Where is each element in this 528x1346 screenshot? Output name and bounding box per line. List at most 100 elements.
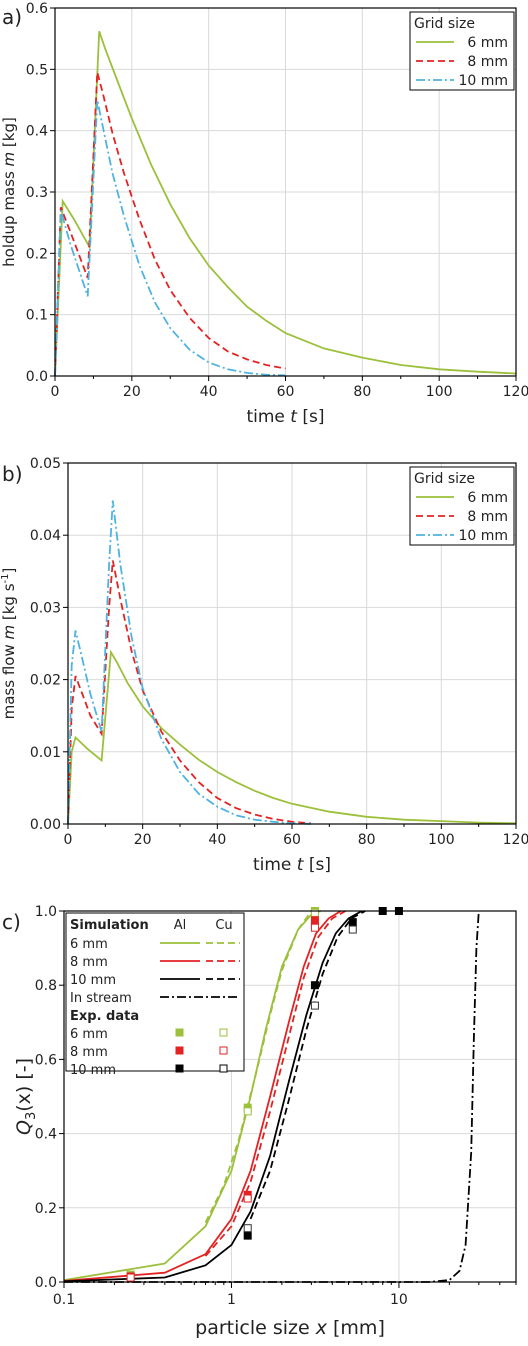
data-point xyxy=(310,1001,319,1010)
y-tick-label: 1.0 xyxy=(35,904,57,920)
legend-title: Grid size xyxy=(414,471,475,487)
legend-label: In stream xyxy=(70,991,132,1006)
legend-marker-open xyxy=(219,1064,228,1073)
y-tick-label: 0.2 xyxy=(26,246,48,262)
x-tick-label: 80 xyxy=(358,832,376,848)
x-tick-label: 120 xyxy=(503,832,528,848)
series-line-6-mm-cu xyxy=(204,910,313,1223)
ticks: 0.1 1 10 0.0 0.2 0.4 0.6 0.8 1.0 xyxy=(35,904,517,1308)
y-tick-label: 0.0 xyxy=(26,369,48,385)
data-point xyxy=(243,1224,252,1233)
y-tick-label: 0.05 xyxy=(30,456,61,472)
legend-label: 6 mm xyxy=(70,937,108,952)
legend-label: 6 mm xyxy=(467,490,508,506)
legend-label: 8 mm xyxy=(467,54,508,70)
panel-label: b) xyxy=(2,462,23,486)
panel-label: c) xyxy=(2,910,21,934)
x-axis-label: time t [s] xyxy=(246,407,324,427)
x-tick-label: 40 xyxy=(200,384,218,400)
legend-label: 8 mm xyxy=(70,1045,108,1060)
y-tick-label: 0.4 xyxy=(26,124,48,140)
legend-marker-filled xyxy=(175,1046,184,1055)
legend-marker-filled xyxy=(175,1028,184,1037)
series-line-6-mm xyxy=(67,649,517,825)
x-tick-label: 60 xyxy=(277,384,295,400)
legend-label: 10 mm xyxy=(70,1063,116,1078)
data-point xyxy=(310,923,319,932)
legend-header: Simulation xyxy=(70,918,149,933)
y-axis-label: holdup mass m [kg] xyxy=(0,117,18,267)
x-axis-label: particle size x [mm] xyxy=(195,1317,385,1339)
y-tick-label: 0.6 xyxy=(26,1,48,17)
panel-label: a) xyxy=(2,5,22,29)
legend-label: 6 mm xyxy=(70,1027,108,1042)
x-axis-label: time t [s] xyxy=(253,855,331,875)
axes-frame xyxy=(63,910,517,1283)
panel-c: 0.1 1 10 0.0 0.2 0.4 0.6 0.8 1.0 c) particle size … xyxy=(2,904,517,1339)
data-point xyxy=(243,1231,252,1240)
x-tick-label: 80 xyxy=(353,384,371,400)
x-tick-label: 0.1 xyxy=(53,1292,75,1308)
legend-label: 10 mm xyxy=(70,973,116,988)
x-tick-label: 0 xyxy=(51,384,60,400)
legend-title: Grid size xyxy=(414,16,475,32)
data-point xyxy=(348,918,357,927)
y-tick-label: 0.02 xyxy=(30,673,61,689)
legend-marker-open xyxy=(219,1028,228,1037)
legend-header-cu: Cu xyxy=(215,918,232,933)
y-tick-label: 0.6 xyxy=(35,1052,57,1068)
legend-label: 10 mm xyxy=(458,73,508,89)
y-tick-label: 0.03 xyxy=(30,600,61,616)
x-tick-label: 0 xyxy=(64,832,73,848)
legend-label: 10 mm xyxy=(458,528,508,544)
panel-b: 0 20 40 60 80 100 120 0.00 0.01 0.02 0.03 0.04 0.05 b… xyxy=(0,456,528,875)
legend: Grid size 6 mm 8 mm 10 mm xyxy=(409,466,515,546)
x-tick-label: 1 xyxy=(227,1292,236,1308)
y-axis-label: mass flow m [kg s-1] xyxy=(0,568,18,720)
series-line-8-mm-cu xyxy=(204,910,347,1257)
ticks: 0 20 40 60 80 100 120 0.0 0.1 0.2 0.3 0.4 0.5 0.6 xyxy=(26,1,528,400)
x-tick-label: 120 xyxy=(503,384,528,400)
x-tick-label: 20 xyxy=(123,384,141,400)
series-line-10-mm xyxy=(54,99,286,377)
legend-box xyxy=(409,11,515,91)
x-tick-label: 60 xyxy=(283,832,301,848)
legend-header-al: Al xyxy=(174,918,187,933)
data-point xyxy=(310,981,319,990)
series-line-8-mm xyxy=(54,72,286,377)
legend-header: Exp. data xyxy=(70,1009,139,1024)
y-tick-label: 0.8 xyxy=(35,978,57,994)
legend-marker-open xyxy=(219,1046,228,1055)
legend-label: 8 mm xyxy=(467,509,508,525)
legend-marker-filled xyxy=(175,1064,184,1073)
ticks: 0 20 40 60 80 100 120 0.00 0.01 0.02 0.03 0.04 0.05 xyxy=(30,456,528,848)
data-point xyxy=(243,1107,252,1116)
y-tick-label: 0.3 xyxy=(26,185,48,201)
data-point xyxy=(310,916,319,925)
series-line-10-mm-al xyxy=(63,910,363,1283)
data-point xyxy=(348,925,357,934)
legend: Grid size 6 mm 8 mm 10 mm xyxy=(409,11,515,91)
x-tick-label: 100 xyxy=(426,384,453,400)
series-line-6-mm xyxy=(54,31,517,377)
x-tick-label: 100 xyxy=(428,832,455,848)
y-tick-label: 0.01 xyxy=(30,745,61,761)
panel-a: 0 20 40 60 80 100 120 0.0 0.1 0.2 0.3 0.4 0.5 0.6a) ti… xyxy=(0,1,528,427)
data-point xyxy=(243,1194,252,1203)
legend: Simulation Al Cu 6 mm 8 mm 10 mm In stream Exp.… xyxy=(65,912,245,1078)
y-tick-label: 0.2 xyxy=(35,1201,57,1217)
series-line-8-mm xyxy=(67,560,311,825)
y-tick-label: 0.4 xyxy=(35,1127,57,1143)
legend-label: 6 mm xyxy=(467,35,508,51)
y-tick-label: 0.00 xyxy=(30,817,61,833)
y-tick-label: 0.04 xyxy=(30,528,61,544)
x-tick-label: 20 xyxy=(134,832,152,848)
data-point xyxy=(126,1273,135,1282)
y-tick-label: 0.1 xyxy=(26,308,48,324)
x-tick-label: 10 xyxy=(390,1292,408,1308)
series-line-10-mm xyxy=(67,500,311,825)
legend-box xyxy=(65,912,245,1072)
series-line-8-mm-al xyxy=(63,910,342,1282)
legend-label: 8 mm xyxy=(70,955,108,970)
